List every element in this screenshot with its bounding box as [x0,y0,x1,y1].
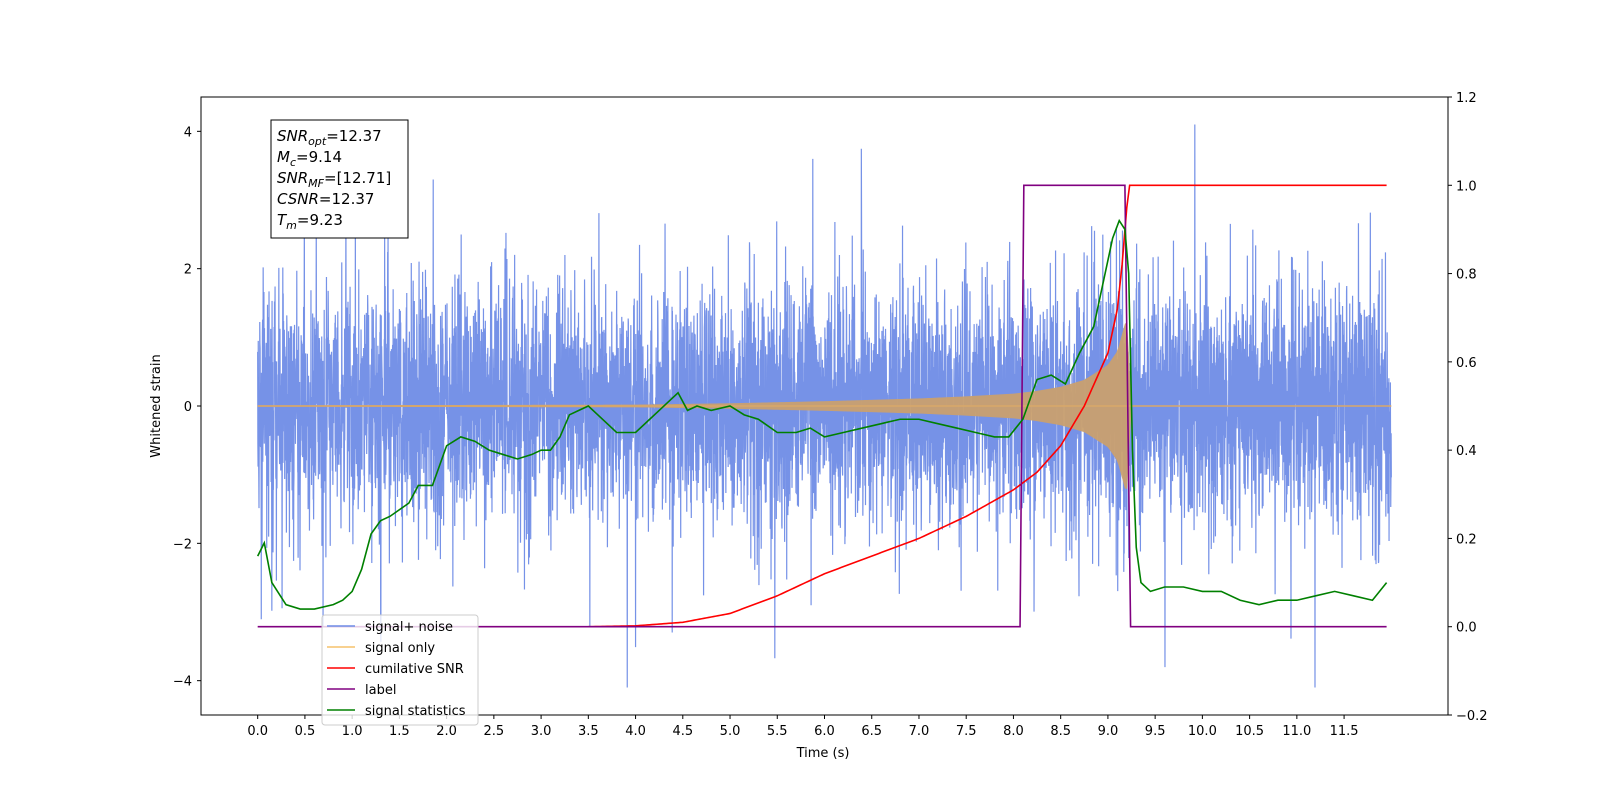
legend: signal+ noise signal only cumilative SNR la… [321,614,479,726]
x-tick-label: 0.0 [247,724,268,739]
x-tick-label: 6.0 [814,724,835,739]
y-axis: 4 2 0 −2 −4 [173,125,201,690]
x-tick-label: 11.5 [1330,724,1359,739]
y-tick-label: 0 [184,400,192,415]
y-tick-label: 2 [184,263,192,278]
legend-label: signal+ noise [365,620,453,635]
x-tick-label: 4.5 [672,724,693,739]
label-line [257,184,1387,628]
x-tick-label: 10.0 [1188,724,1217,739]
x-tick-label: 4.0 [625,724,646,739]
x-tick-label: 7.0 [909,724,930,739]
x-tick-label: 11.0 [1282,724,1311,739]
legend-label: signal statistics [365,704,466,719]
x-tick-label: 0.5 [295,724,316,739]
x-tick-label: 5.0 [720,724,741,739]
annotation-frame [270,119,409,239]
y2-tick-label: 1.0 [1456,179,1477,194]
y-tick-label: −2 [173,537,192,552]
legend-label: label [365,683,396,698]
x-tick-label: 3.5 [578,724,599,739]
x-tick-label: 2.5 [484,724,505,739]
y2-axis: 1.2 1.0 0.8 0.6 0.4 0.2 0.0 −0.2 [1448,91,1488,724]
x-tick-label: 9.5 [1145,724,1166,739]
legend-label: signal only [365,641,435,656]
annotation-line: SNRMF=[12.71] [277,169,391,190]
x-axis-title: Time (s) [796,746,850,761]
y-tick-label: −4 [173,675,192,690]
signal-statistics-line [256,218,1388,610]
annotation-line: Tm=9.23 [277,211,343,232]
y2-tick-label: 0.0 [1456,621,1477,636]
y2-tick-label: −0.2 [1456,709,1488,724]
x-axis: 0.0 0.5 1.0 1.5 2.0 2.5 3.0 3.5 4.0 4.5 5.0 5.5 6.0 6… [247,715,1359,739]
y-tick-label: 4 [184,125,192,140]
y2-tick-label: 0.6 [1456,356,1477,371]
x-tick-label: 8.5 [1050,724,1071,739]
snr-annotation-box: SNRopt=12.37Mc=9.14SNRMF=[12.71]CSNR=12.… [270,119,409,239]
x-tick-label: 10.5 [1235,724,1264,739]
y2-tick-label: 1.2 [1456,91,1477,106]
x-tick-label: 3.0 [531,724,552,739]
legend-label: cumilative SNR [365,662,464,677]
legend-frame [321,614,479,726]
x-tick-label: 7.5 [956,724,977,739]
x-tick-label: 1.5 [389,724,410,739]
x-tick-label: 2.0 [436,724,457,739]
x-tick-label: 5.5 [767,724,788,739]
signal-plus-noise-line [257,124,1392,688]
x-tick-label: 6.5 [861,724,882,739]
plot-area [256,124,1392,688]
x-tick-label: 9.0 [1098,724,1119,739]
annotation-line: SNRopt=12.37 [277,127,382,148]
cumulative-snr-line [588,184,1387,628]
annotation-line: Mc=9.14 [277,148,342,169]
x-tick-label: 8.0 [1003,724,1024,739]
annotation-line: CSNR=12.37 [277,190,374,208]
y2-tick-label: 0.8 [1456,268,1477,283]
y2-tick-label: 0.4 [1456,444,1477,459]
y2-tick-label: 0.2 [1456,532,1477,547]
y-axis-title: Whitened strain [149,354,164,457]
x-tick-label: 1.0 [342,724,363,739]
